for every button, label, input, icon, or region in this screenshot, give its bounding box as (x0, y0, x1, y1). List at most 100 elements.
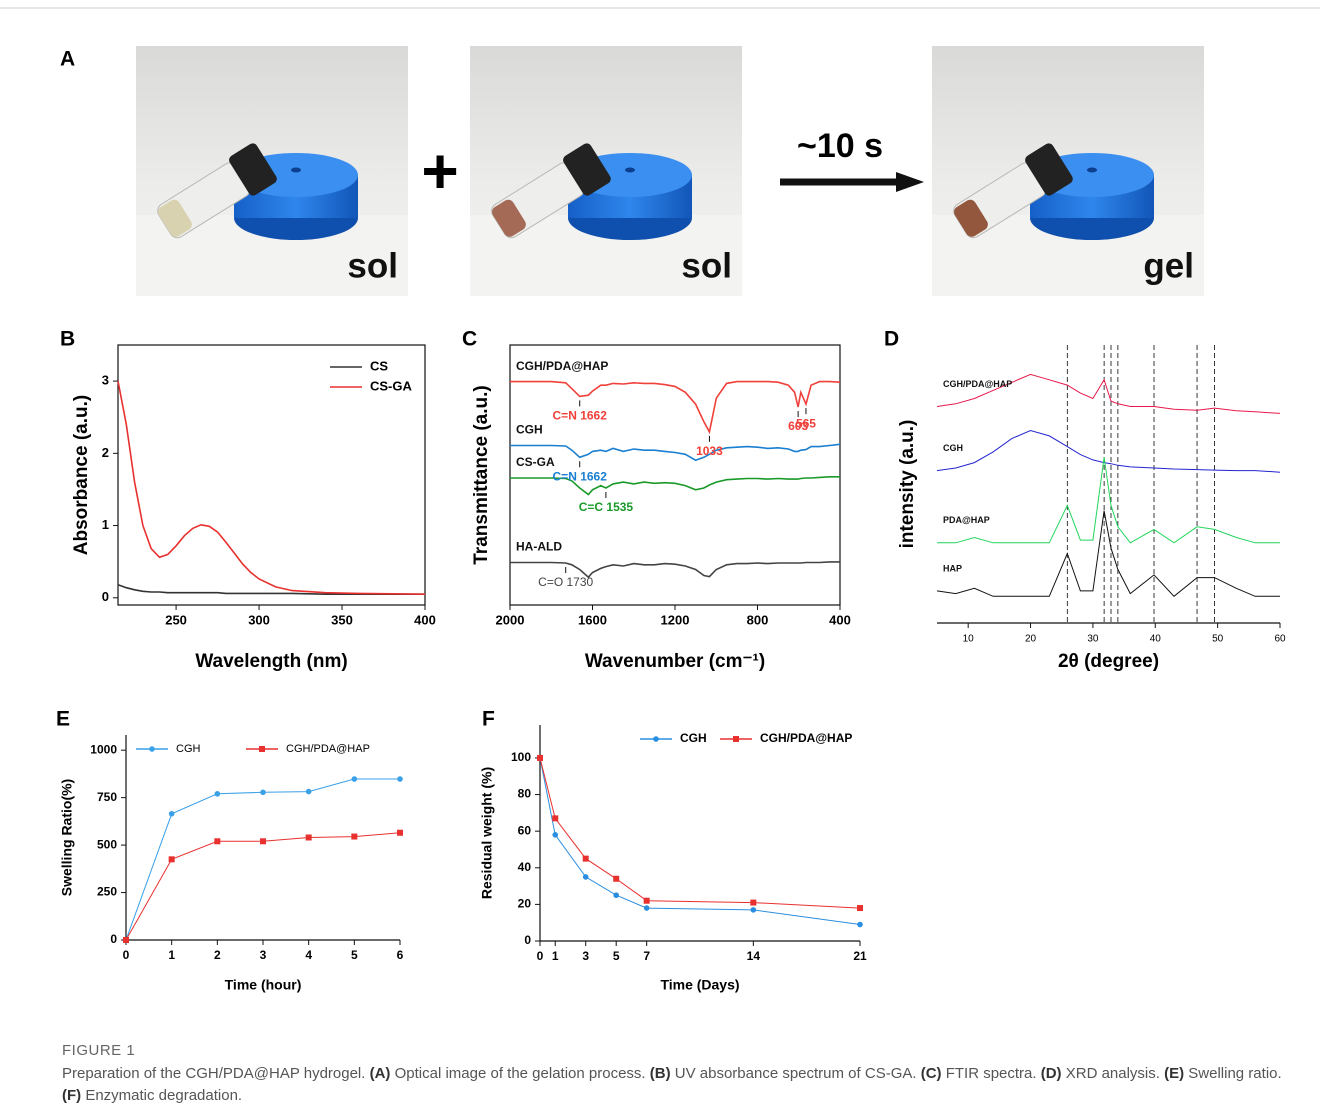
marker (537, 754, 543, 761)
x-tick-label: 1200 (661, 612, 690, 627)
chart: 2000 1600 1200 800 400 Wavenumber (cm⁻¹) Trans… (471, 344, 851, 672)
marker (397, 829, 403, 836)
legend-label: CS (370, 358, 388, 373)
series-label: CGH (516, 423, 543, 437)
chart: 0 1 2 3 4 5 6 0 250 500 750 1000 Time (hour) Swelling… (59, 735, 404, 993)
y-tick-label: 0 (524, 933, 531, 947)
vial-cap (1025, 143, 1073, 196)
marker (214, 838, 221, 845)
x-tick-label: 30 (1087, 634, 1099, 645)
marker (643, 905, 650, 911)
vial-liquid (492, 199, 526, 237)
y-tick-label: 750 (97, 790, 117, 804)
y-tick-label: 500 (97, 837, 117, 851)
photo: gel (932, 46, 1204, 296)
x-tick-label: 2 (214, 948, 221, 962)
caption-text: Optical image of the gelation process. (394, 1065, 646, 1082)
series-line (125, 832, 401, 941)
annotation: C=C 1535 (579, 500, 634, 514)
x-tick-label: 800 (747, 612, 769, 627)
panel-label: A (60, 48, 75, 71)
marker (857, 921, 863, 928)
marker (750, 899, 757, 906)
y-tick-label: 80 (518, 787, 532, 801)
caption-tag: (E) (1164, 1065, 1185, 1082)
series-line (936, 429, 1281, 473)
panel-label: F (482, 708, 495, 731)
x-axis-label: Wavenumber (cm⁻¹) (585, 651, 765, 672)
x-tick-label: 250 (165, 612, 187, 627)
x-tick-label: 1 (168, 948, 175, 962)
marker (643, 897, 650, 904)
arrow-label: ~10 s (797, 127, 883, 165)
series-line (510, 380, 841, 435)
vial (157, 143, 277, 239)
vial-liquid (158, 199, 192, 237)
y-tick-label: 20 (518, 897, 532, 911)
series-label: HA-ALD (516, 540, 562, 554)
x-tick-label: 400 (414, 612, 436, 627)
legend-marker (733, 736, 739, 742)
y-axis-label: Absorbance (a.u.) (71, 395, 92, 555)
figure-label: FIGURE 1 (62, 1042, 136, 1059)
y-tick-label: 1000 (90, 742, 117, 756)
photo-label: sol (347, 246, 398, 285)
x-tick-label: 3 (260, 948, 267, 962)
vial-liquid (954, 199, 988, 237)
y-tick-label: 0 (102, 589, 109, 604)
vial-cap (229, 143, 277, 196)
caption-tag: (D) (1040, 1065, 1062, 1082)
bottle-cap-hole (291, 167, 301, 173)
y-tick-label: 100 (511, 750, 531, 764)
marker (857, 905, 863, 912)
annotation: 603 (788, 419, 808, 433)
marker (750, 907, 757, 913)
caption: FIGURE 1 Preparation of the CGH/PDA@HAP … (62, 1040, 1302, 1107)
legend-label: CGH (680, 731, 707, 745)
series-label: CGH (943, 443, 963, 453)
series-line (117, 380, 426, 595)
series-line (936, 510, 1280, 597)
x-axis-label: Time (Days) (660, 977, 739, 993)
annotation: 1033 (696, 444, 723, 458)
annotation: C=N 1662 (553, 469, 608, 483)
marker (351, 776, 358, 782)
y-tick-label: 40 (518, 860, 532, 874)
x-tick-label: 0 (123, 948, 130, 962)
caption-parts: (A) Optical image of the gelation proces… (62, 1065, 1282, 1104)
series-line (510, 443, 841, 462)
x-tick-label: 7 (643, 949, 650, 963)
marker (582, 855, 589, 862)
y-axis-label: Swelling Ratio(%) (59, 779, 75, 896)
legend-marker (149, 746, 155, 752)
x-tick-label: 14 (747, 949, 761, 963)
x-tick-label: 3 (582, 949, 589, 963)
chart: 10 20 30 40 50 60 2θ (degree) intensity (a.u.) C… (897, 345, 1286, 672)
x-axis-label: Time (hour) (225, 977, 302, 993)
photo-label: gel (1143, 246, 1194, 285)
panel-label: D (884, 328, 899, 351)
y-tick-label: 60 (518, 823, 532, 837)
panel-label: E (56, 708, 70, 731)
caption-text: XRD analysis. (1065, 1065, 1160, 1082)
series-line (539, 757, 861, 925)
photo-label: sol (681, 246, 732, 285)
x-tick-label: 21 (853, 949, 867, 963)
legend-marker (653, 736, 659, 742)
x-axis-label: 2θ (degree) (1058, 651, 1159, 672)
annotation: C=O 1730 (538, 575, 593, 589)
marker (214, 791, 221, 797)
y-tick-label: 1 (102, 517, 109, 532)
bottle-cap-hole (1087, 167, 1097, 173)
series-label: CGH/PDA@HAP (943, 379, 1012, 389)
series-line (539, 757, 861, 909)
x-tick-label: 300 (248, 612, 270, 627)
plot-frame (117, 344, 426, 606)
x-tick-label: 6 (397, 948, 404, 962)
marker (552, 832, 559, 838)
x-tick-label: 1 (552, 949, 559, 963)
vial (491, 143, 611, 239)
series-line (117, 584, 425, 595)
